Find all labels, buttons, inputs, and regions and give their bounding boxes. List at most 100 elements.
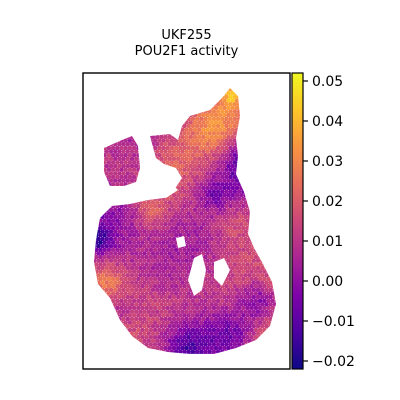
spot: [213, 222, 219, 227]
spot: [188, 338, 193, 343]
spot: [207, 153, 212, 158]
spot: [184, 236, 189, 242]
spot: [230, 251, 235, 256]
spot: [247, 302, 252, 307]
spot: [239, 207, 244, 212]
spot: [228, 291, 233, 296]
spot: [257, 327, 263, 333]
spot: [260, 280, 265, 285]
spot: [113, 302, 118, 307]
spot: [152, 211, 158, 216]
spot: [131, 160, 137, 165]
spot: [209, 236, 214, 242]
spot: [213, 324, 219, 329]
spot: [169, 262, 175, 267]
spot: [243, 229, 248, 234]
spot: [194, 131, 200, 136]
spot: [232, 233, 238, 238]
spot: [232, 131, 238, 136]
spot: [192, 331, 198, 336]
spot: [255, 280, 261, 285]
spot: [249, 320, 254, 325]
spot: [262, 276, 267, 282]
spot: [192, 207, 198, 212]
spot: [169, 313, 175, 318]
spot: [171, 345, 177, 351]
spot: [123, 284, 128, 289]
spot: [228, 145, 233, 151]
spot: [155, 149, 160, 154]
spot: [232, 313, 238, 318]
spot: [161, 342, 166, 347]
spot: [218, 302, 223, 307]
spot: [184, 338, 189, 343]
spot: [222, 134, 227, 140]
spot: [220, 225, 225, 231]
spot: [106, 174, 112, 180]
spot: [194, 313, 200, 318]
spot: [226, 185, 231, 191]
spot: [188, 302, 193, 307]
spot: [182, 327, 187, 333]
spot: [215, 116, 221, 122]
spot: [257, 320, 263, 325]
spot: [188, 229, 193, 234]
spot: [245, 284, 250, 289]
spot: [188, 258, 193, 263]
spot: [182, 167, 187, 172]
spot: [224, 335, 229, 340]
spot: [184, 331, 189, 336]
spot: [150, 258, 156, 263]
spot: [232, 335, 238, 340]
spot: [220, 342, 225, 347]
spot: [199, 116, 204, 122]
spot: [140, 313, 145, 318]
spot: [190, 349, 196, 354]
spot: [150, 331, 156, 336]
spot: [176, 185, 181, 191]
spot: [117, 229, 122, 234]
spot: [165, 276, 170, 282]
spot: [178, 153, 183, 158]
spot: [146, 236, 151, 242]
spot: [234, 273, 240, 278]
spot: [121, 265, 126, 271]
spot: [230, 149, 235, 154]
spot: [192, 236, 198, 242]
spot: [220, 196, 225, 201]
spot: [150, 134, 156, 140]
spot: [150, 338, 156, 343]
spot: [270, 298, 275, 303]
spot: [155, 345, 160, 351]
spot: [211, 189, 217, 194]
spot: [220, 291, 225, 296]
spot: [190, 320, 196, 325]
spot: [152, 327, 158, 333]
spot: [161, 305, 166, 311]
spot: [104, 280, 110, 285]
spot: [152, 320, 158, 325]
spot: [176, 273, 181, 278]
spot: [159, 258, 164, 263]
spot: [131, 153, 137, 158]
spot: [199, 247, 204, 252]
spot: [134, 251, 139, 256]
spot: [230, 294, 235, 300]
spot: [260, 273, 265, 278]
spot: [226, 127, 231, 132]
spot: [184, 193, 189, 198]
spot: [104, 251, 110, 256]
spot: [169, 145, 175, 151]
chart-title-line-1: UKF255: [161, 28, 212, 43]
spot: [230, 229, 235, 234]
spot: [184, 294, 189, 300]
spot: [184, 134, 189, 140]
spot: [106, 153, 112, 158]
spot: [197, 171, 202, 176]
spot: [188, 134, 193, 140]
spot: [148, 291, 154, 296]
spot: [148, 284, 154, 289]
spot: [169, 276, 175, 282]
spot: [211, 233, 217, 238]
spot: [167, 324, 172, 329]
